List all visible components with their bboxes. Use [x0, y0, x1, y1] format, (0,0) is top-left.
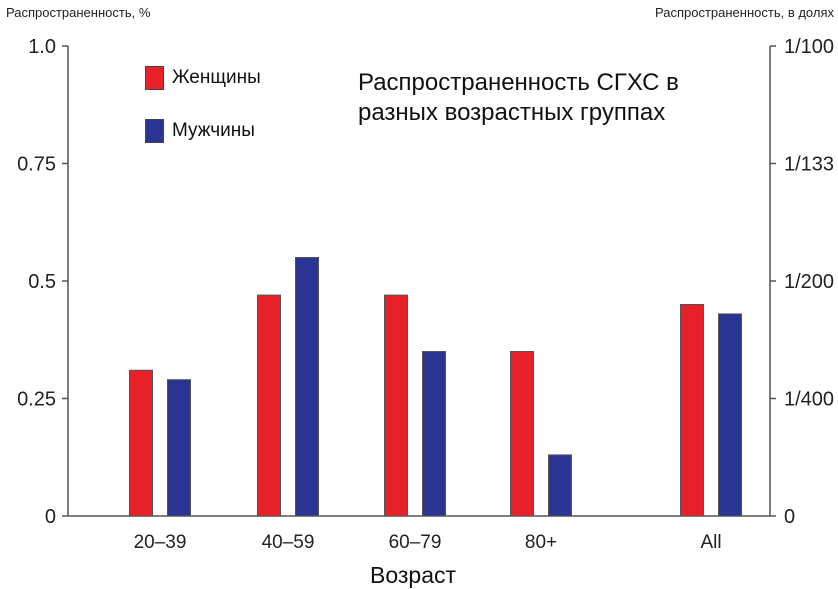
legend-swatch-women: [145, 66, 164, 90]
legend-label-men: Мужчины: [172, 120, 255, 141]
x-tick-label: 20–39: [134, 532, 187, 553]
legend-item-men: Мужчины: [145, 119, 255, 143]
bar-women: [510, 351, 534, 517]
legend-label-women: Женщины: [172, 67, 261, 88]
y-tick-label-left: 0.75: [17, 154, 56, 176]
x-tick-label: All: [700, 532, 721, 553]
y-tick-label-left: 0.5: [28, 271, 56, 293]
chart-title: Распространенность СГХС в разных возраст…: [358, 69, 679, 126]
bar-men: [422, 351, 446, 517]
bar-men: [295, 257, 319, 517]
y-tick-label-left: 0: [45, 506, 56, 528]
y-tick-label-left: 1.0: [28, 36, 56, 58]
bar-women: [129, 369, 153, 517]
y-tick-label-right: 1/400: [784, 389, 834, 411]
y-tick-label-right: 1/100: [784, 36, 834, 58]
x-tick-label: 40–59: [262, 532, 315, 553]
y-tick-label-right: 1/200: [784, 271, 834, 293]
bar-men: [548, 454, 572, 517]
legend-item-women: Женщины: [145, 66, 261, 90]
x-tick-label: 80+: [525, 532, 557, 553]
left-axis-title: Распространенность, %: [6, 5, 151, 20]
y-tick-label-left: 0.25: [17, 389, 56, 411]
bar-men: [167, 379, 191, 517]
x-tick-label: 60–79: [389, 532, 442, 553]
legend-swatch-men: [145, 119, 164, 143]
bar-women: [680, 304, 704, 517]
y-tick-label-right: 0: [784, 506, 795, 528]
bar-men: [718, 313, 742, 517]
bar-women: [384, 294, 408, 517]
right-axis-title: Распространенность, в долях: [654, 5, 834, 20]
y-tick-label-right: 1/133: [784, 154, 834, 176]
bar-women: [257, 294, 281, 517]
x-axis-title: Возраст: [370, 562, 457, 588]
